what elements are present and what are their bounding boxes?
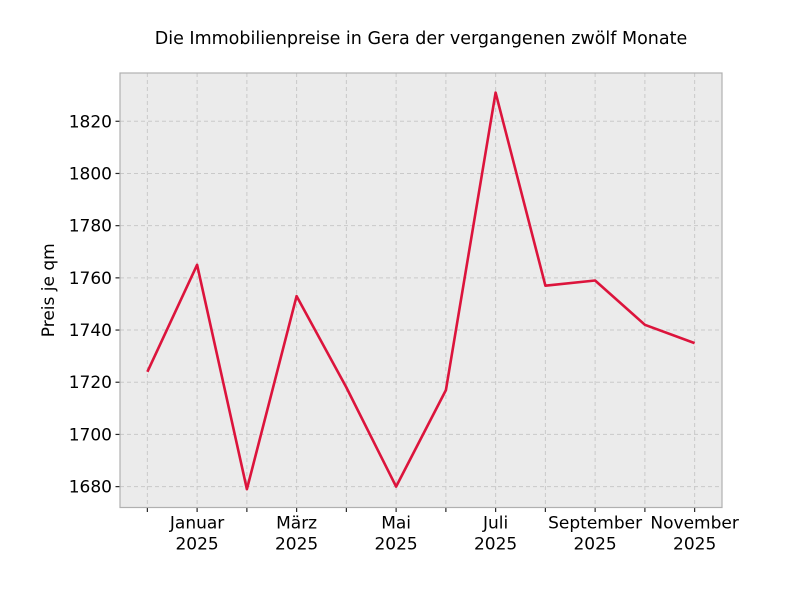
x-tick-label: Januar [169, 514, 224, 534]
x-tick-label: 2025 [573, 535, 616, 555]
y-axis-label: Preis je qm [39, 243, 59, 337]
x-tick-label: 2025 [275, 535, 318, 555]
x-tick-label: 2025 [374, 535, 417, 555]
y-tick-label: 1780 [69, 217, 112, 237]
plot-frame [119, 72, 723, 509]
y-tick-label: 1720 [69, 373, 112, 393]
x-tick-label: März [276, 514, 317, 534]
x-tick-label: November [650, 514, 738, 534]
y-tick-label: 1800 [69, 164, 112, 184]
x-tick-label: Mai [381, 514, 411, 534]
x-tick-label: 2025 [673, 535, 716, 555]
y-tick-label: 1740 [69, 321, 112, 341]
plot-background [120, 73, 722, 508]
price-line [146, 91, 696, 491]
chart-title: Die Immobilienpreise in Gera der vergang… [154, 29, 688, 49]
x-tick-label: 2025 [474, 535, 517, 555]
x-tick-label: September [548, 514, 642, 534]
x-tick-label: Juli [482, 514, 508, 534]
y-tick-label: 1680 [69, 478, 112, 498]
y-tick-label: 1700 [69, 425, 112, 445]
x-tick-label: 2025 [175, 535, 218, 555]
y-tick-label: 1760 [69, 269, 112, 289]
y-tick-label: 1820 [69, 112, 112, 132]
